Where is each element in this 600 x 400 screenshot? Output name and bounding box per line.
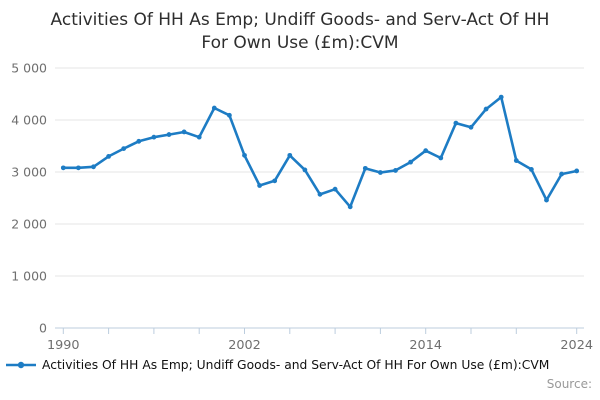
y-axis-tick-label: 2 000 [11,216,47,231]
data-point-marker[interactable] [121,146,127,152]
x-axis-tick-label: 2014 [409,338,442,353]
data-point-marker[interactable] [513,158,519,163]
data-point-marker[interactable] [106,154,111,159]
data-point-marker[interactable] [423,148,429,154]
data-point-marker[interactable] [211,105,217,111]
data-point-marker[interactable] [559,171,564,177]
data-point-marker[interactable] [60,165,66,171]
source-label: Source: [546,377,592,391]
y-axis-tick-label: 3 000 [11,164,47,179]
chart-title: Activities Of HH As Emp; Undiff Goods- a… [0,9,600,54]
data-point-marker[interactable] [196,134,202,140]
data-point-marker[interactable] [574,168,580,174]
data-point-marker[interactable] [529,167,534,172]
data-point-marker[interactable] [257,183,262,188]
data-point-marker[interactable] [378,170,383,175]
x-axis-tick-label: 1990 [47,338,80,353]
data-point-marker[interactable] [468,124,474,130]
legend-line-marker-icon [6,359,36,371]
data-point-marker[interactable] [453,120,459,126]
data-point-marker[interactable] [227,112,232,118]
legend-label: Activities Of HH As Emp; Undiff Goods- a… [42,358,550,372]
data-point-marker[interactable] [181,129,187,135]
data-point-marker[interactable] [544,197,549,203]
legend-item[interactable]: Activities Of HH As Emp; Undiff Goods- a… [6,358,549,372]
data-point-marker[interactable] [91,164,96,170]
data-point-marker[interactable] [362,165,368,171]
y-axis-tick-label: 0 [39,320,47,335]
data-point-marker[interactable] [498,94,504,100]
data-point-marker[interactable] [76,165,81,171]
data-point-marker[interactable] [317,191,323,197]
chart-title-line1: Activities Of HH As Emp; Undiff Goods- a… [50,10,550,30]
data-point-marker[interactable] [408,159,413,165]
y-axis-tick-label: 4 000 [11,112,47,127]
data-point-marker[interactable] [483,106,489,112]
x-axis-tick-label: 2002 [228,338,261,353]
y-axis-tick-label: 5 000 [11,60,47,75]
data-point-marker[interactable] [136,138,142,144]
data-point-marker[interactable] [438,155,444,161]
chart-title-line2: For Own Use (£m):CVM [201,32,399,53]
data-point-marker[interactable] [332,186,338,192]
data-point-marker[interactable] [347,204,353,210]
data-point-marker[interactable] [166,132,172,137]
data-point-marker[interactable] [151,134,157,140]
data-point-marker[interactable] [242,152,247,158]
data-point-marker[interactable] [272,178,278,184]
y-axis-tick-label: 1 000 [11,268,47,283]
series-line [61,95,579,209]
data-point-marker[interactable] [393,168,398,173]
data-point-marker[interactable] [287,152,293,158]
x-axis-tick-label: 2024 [560,338,593,353]
data-point-marker[interactable] [302,167,308,173]
